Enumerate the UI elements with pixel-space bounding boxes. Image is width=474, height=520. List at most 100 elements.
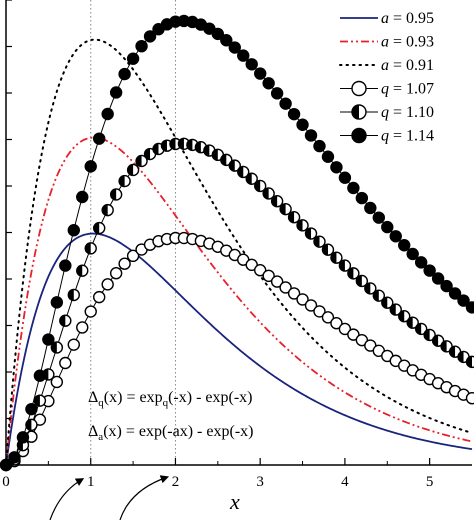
- legend-label: q = 1.14: [381, 128, 434, 145]
- legend-swatch-marker: [351, 127, 367, 144]
- legend-entry: q = 1.10: [340, 104, 434, 121]
- data-point: [389, 230, 402, 243]
- data-point: [50, 341, 64, 354]
- legend-label: q = 1.10: [381, 104, 434, 121]
- arrow-1: [49, 478, 85, 520]
- data-point: [414, 322, 428, 336]
- legend-swatch-marker: [351, 104, 367, 120]
- legend-entry: a = 0.93: [340, 34, 434, 51]
- data-point: [287, 107, 301, 121]
- data-point: [101, 278, 114, 291]
- data-point: [296, 293, 309, 306]
- legend-label: q = 1.07: [381, 81, 434, 98]
- data-point: [92, 290, 106, 304]
- data-point: [228, 41, 241, 54]
- data-point: [304, 227, 318, 240]
- data-point: [92, 132, 106, 145]
- data-point: [270, 275, 284, 288]
- data-point: [143, 30, 157, 43]
- data-point: [42, 333, 55, 346]
- series-line: [5, 136, 473, 466]
- data-point: [76, 190, 89, 204]
- data-point: [220, 153, 233, 167]
- data-point: [457, 294, 470, 307]
- data-point: [313, 139, 326, 153]
- data-point: [25, 418, 38, 432]
- data-point: [372, 211, 385, 224]
- data-point: [253, 67, 267, 80]
- data-point: [143, 147, 157, 161]
- data-point: [109, 267, 123, 280]
- data-point: [50, 296, 64, 309]
- data-point: [228, 159, 241, 172]
- data-point: [84, 160, 97, 173]
- data-point: [330, 317, 343, 330]
- data-point: [101, 107, 114, 121]
- data-point: [84, 242, 97, 255]
- data-point: [237, 49, 250, 62]
- series-line: [5, 232, 473, 466]
- formula-delta-q: Δq(x) = expq(-x) - exp(-x): [88, 389, 252, 409]
- x-axis: 0 1 2 3 4 5: [2, 458, 433, 490]
- data-point: [381, 220, 394, 234]
- data-point: [440, 340, 453, 353]
- data-point: [330, 161, 343, 174]
- series-layer: [0, 14, 474, 472]
- data-point: [279, 281, 292, 294]
- data-point: [33, 394, 47, 407]
- data-point: [304, 129, 318, 142]
- legend-value: = 1.14: [389, 128, 434, 145]
- legend-entry: q = 1.14: [340, 128, 434, 145]
- x-tick-label: 2: [172, 474, 180, 490]
- data-point: [398, 310, 411, 323]
- legend-variable: a: [381, 34, 389, 51]
- data-point: [465, 355, 474, 369]
- data-point: [126, 249, 140, 263]
- x-axis-title: x: [229, 489, 240, 514]
- data-point: [59, 259, 72, 272]
- data-point: [431, 272, 445, 285]
- data-point: [118, 174, 131, 188]
- data-point: [423, 264, 436, 277]
- data-point: [211, 27, 225, 41]
- data-point: [364, 282, 377, 295]
- formula-delta-a: Δa(x) = exp(-ax) - exp(-x): [88, 423, 253, 443]
- data-point: [59, 356, 72, 370]
- data-point: [347, 328, 360, 341]
- data-point: [67, 338, 80, 351]
- data-point: [262, 187, 275, 200]
- series-q-1-14: [0, 14, 474, 472]
- legend-value: = 0.95: [389, 10, 434, 27]
- data-point: [364, 201, 377, 215]
- data-point: [330, 251, 343, 264]
- formula-annotations: Δq(x) = expq(-x) - exp(-x) Δa(x) = exp(-a…: [88, 389, 253, 443]
- data-point: [253, 179, 267, 193]
- data-point: [321, 311, 335, 324]
- x-tick-label: 0: [2, 474, 10, 490]
- legend-entry: q = 1.07: [340, 81, 434, 98]
- data-point: [245, 58, 258, 71]
- series-q-1-1: [0, 137, 474, 472]
- data-point: [381, 296, 394, 309]
- data-point: [109, 86, 123, 99]
- data-point: [76, 264, 89, 277]
- data-point: [135, 154, 148, 168]
- data-point: [33, 369, 47, 382]
- legend-entry: a = 0.95: [340, 10, 434, 27]
- data-point: [338, 322, 352, 336]
- data-point: [321, 243, 335, 256]
- data-point: [92, 221, 106, 235]
- data-point: [25, 402, 38, 416]
- data-point: [262, 77, 275, 90]
- data-point: [76, 321, 89, 334]
- data-point: [448, 345, 462, 358]
- x-tick-label: 1: [87, 474, 95, 490]
- data-point: [8, 451, 21, 464]
- data-point: [389, 303, 402, 316]
- legend-value: = 1.10: [389, 104, 434, 121]
- data-point: [347, 267, 360, 280]
- data-point: [313, 235, 326, 248]
- legend-variable: q: [381, 81, 389, 98]
- data-point: [355, 274, 369, 288]
